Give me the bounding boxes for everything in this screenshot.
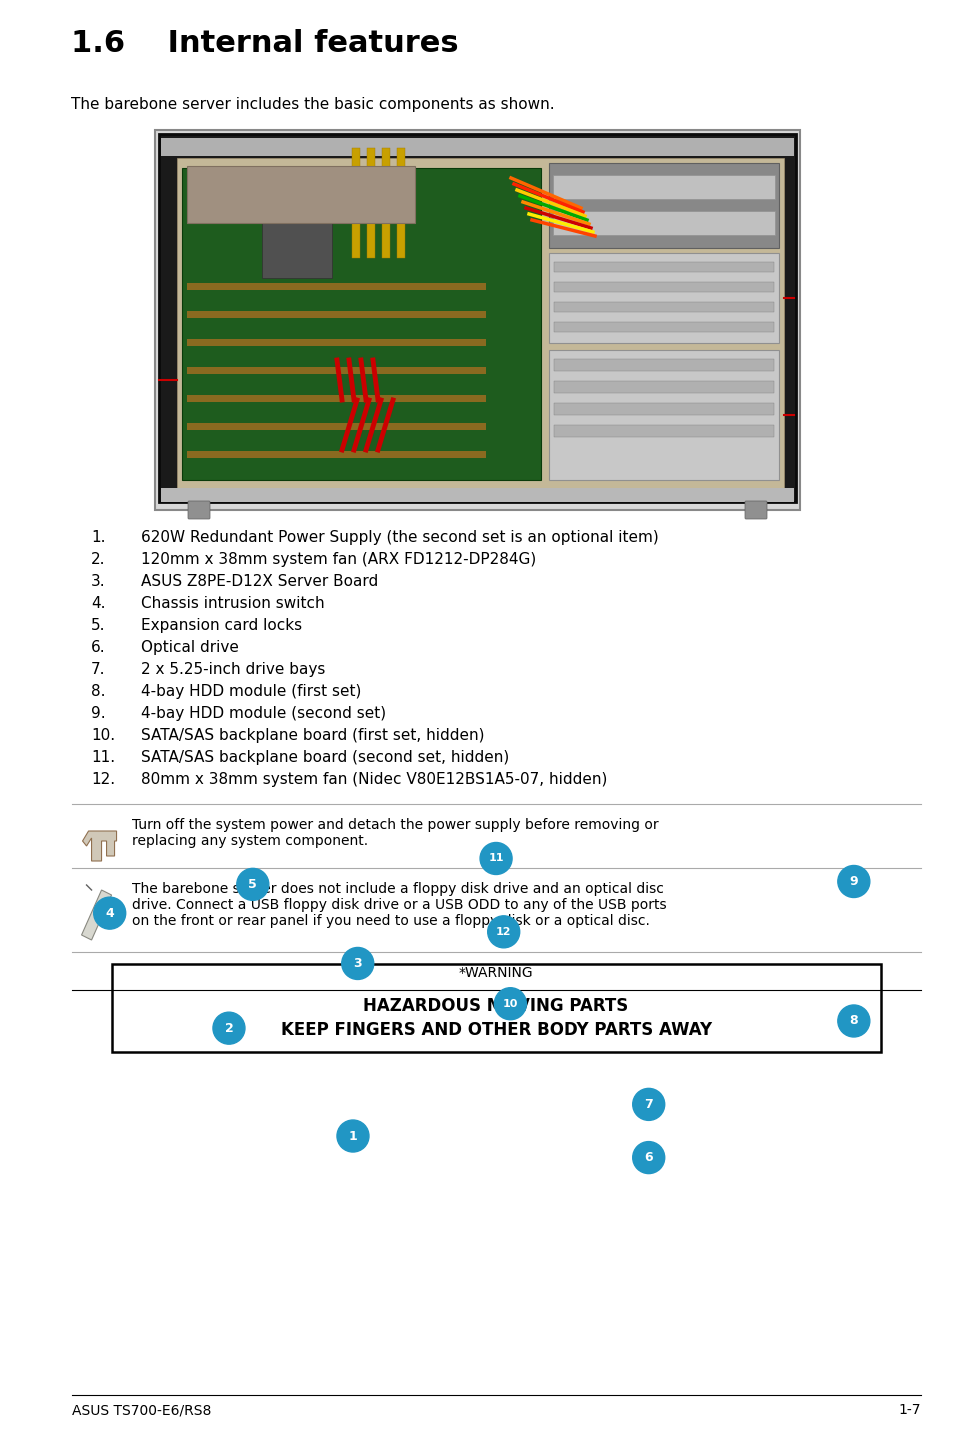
FancyBboxPatch shape: [554, 426, 773, 437]
FancyBboxPatch shape: [188, 500, 210, 519]
Circle shape: [487, 916, 519, 948]
Text: 8.: 8.: [91, 684, 106, 699]
FancyBboxPatch shape: [554, 262, 773, 272]
FancyBboxPatch shape: [554, 360, 773, 371]
FancyBboxPatch shape: [187, 165, 415, 223]
Text: 6: 6: [643, 1150, 653, 1165]
Text: 12: 12: [496, 928, 511, 936]
FancyBboxPatch shape: [381, 148, 390, 257]
Circle shape: [632, 1089, 664, 1120]
Text: 8: 8: [848, 1014, 858, 1028]
Text: 620W Redundant Power Supply (the second set is an optional item): 620W Redundant Power Supply (the second …: [141, 531, 659, 545]
Text: Expansion card locks: Expansion card locks: [141, 618, 302, 633]
Text: 11: 11: [488, 854, 503, 863]
FancyBboxPatch shape: [262, 198, 332, 278]
Circle shape: [93, 897, 126, 929]
Text: The barebone server includes the basic components as shown.: The barebone server includes the basic c…: [71, 96, 554, 112]
FancyBboxPatch shape: [187, 452, 485, 457]
Text: 10: 10: [502, 999, 517, 1008]
FancyBboxPatch shape: [554, 381, 773, 393]
Text: 80mm x 38mm system fan (Nidec V80E12BS1A5-07, hidden): 80mm x 38mm system fan (Nidec V80E12BS1A…: [141, 772, 607, 787]
Circle shape: [494, 988, 526, 1020]
Text: 7.: 7.: [91, 661, 106, 677]
Text: SATA/SAS backplane board (first set, hidden): SATA/SAS backplane board (first set, hid…: [141, 728, 484, 743]
FancyBboxPatch shape: [352, 148, 359, 257]
Text: 4-bay HDD module (first set): 4-bay HDD module (first set): [141, 684, 361, 699]
Text: 7: 7: [643, 1097, 653, 1112]
FancyBboxPatch shape: [187, 423, 485, 430]
Text: 11.: 11.: [91, 751, 115, 765]
Text: 4: 4: [105, 906, 114, 920]
FancyBboxPatch shape: [159, 134, 795, 502]
Text: 1.6    Internal features: 1.6 Internal features: [71, 29, 458, 58]
Text: Optical drive: Optical drive: [141, 640, 238, 654]
FancyBboxPatch shape: [187, 339, 485, 347]
Text: ASUS Z8PE-D12X Server Board: ASUS Z8PE-D12X Server Board: [141, 574, 377, 590]
Text: 2: 2: [224, 1021, 233, 1035]
Text: 5: 5: [248, 877, 257, 892]
FancyBboxPatch shape: [187, 395, 485, 403]
Circle shape: [236, 869, 269, 900]
Text: 5.: 5.: [91, 618, 106, 633]
Circle shape: [837, 1005, 869, 1037]
Text: 2.: 2.: [91, 552, 106, 567]
FancyBboxPatch shape: [177, 158, 783, 490]
FancyBboxPatch shape: [112, 963, 880, 1053]
Circle shape: [479, 843, 512, 874]
Text: The barebone server does not include a floppy disk drive and an optical disc
dri: The barebone server does not include a f…: [132, 881, 665, 929]
Circle shape: [213, 1012, 245, 1044]
FancyBboxPatch shape: [554, 322, 773, 332]
FancyBboxPatch shape: [187, 367, 485, 374]
Text: 9.: 9.: [91, 706, 106, 720]
FancyBboxPatch shape: [744, 500, 766, 519]
Text: 9: 9: [848, 874, 858, 889]
FancyBboxPatch shape: [187, 283, 485, 290]
Text: 4-bay HDD module (second set): 4-bay HDD module (second set): [141, 706, 386, 720]
Text: 1.: 1.: [91, 531, 106, 545]
FancyBboxPatch shape: [553, 211, 774, 234]
Text: ASUS TS700-E6/RS8: ASUS TS700-E6/RS8: [71, 1403, 211, 1416]
FancyBboxPatch shape: [554, 282, 773, 292]
Text: 3.: 3.: [91, 574, 106, 590]
Text: 6.: 6.: [91, 640, 106, 654]
FancyBboxPatch shape: [548, 253, 779, 344]
Circle shape: [632, 1142, 664, 1173]
FancyBboxPatch shape: [548, 162, 779, 247]
FancyBboxPatch shape: [367, 148, 375, 257]
FancyBboxPatch shape: [554, 403, 773, 416]
FancyBboxPatch shape: [161, 487, 793, 502]
FancyBboxPatch shape: [161, 138, 793, 155]
Text: 12.: 12.: [91, 772, 115, 787]
Text: KEEP FINGERS AND OTHER BODY PARTS AWAY: KEEP FINGERS AND OTHER BODY PARTS AWAY: [280, 1021, 711, 1040]
Text: HAZARDOUS MOVING PARTS: HAZARDOUS MOVING PARTS: [363, 997, 628, 1015]
Text: 3: 3: [353, 956, 362, 971]
FancyBboxPatch shape: [182, 168, 540, 480]
Text: 10.: 10.: [91, 728, 115, 743]
Text: 4.: 4.: [91, 595, 106, 611]
Circle shape: [837, 866, 869, 897]
Text: 2 x 5.25-inch drive bays: 2 x 5.25-inch drive bays: [141, 661, 325, 677]
FancyBboxPatch shape: [553, 175, 774, 198]
Text: *WARNING: *WARNING: [458, 966, 533, 981]
Text: SATA/SAS backplane board (second set, hidden): SATA/SAS backplane board (second set, hi…: [141, 751, 509, 765]
FancyBboxPatch shape: [187, 311, 485, 318]
Text: Turn off the system power and detach the power supply before removing or
replaci: Turn off the system power and detach the…: [132, 818, 658, 848]
Circle shape: [341, 948, 374, 979]
FancyBboxPatch shape: [554, 302, 773, 312]
FancyBboxPatch shape: [548, 349, 779, 480]
Text: 1: 1: [348, 1129, 357, 1143]
Text: 120mm x 38mm system fan (ARX FD1212-DP284G): 120mm x 38mm system fan (ARX FD1212-DP28…: [141, 552, 536, 567]
Text: 1-7: 1-7: [897, 1403, 920, 1416]
Circle shape: [336, 1120, 369, 1152]
Polygon shape: [81, 890, 112, 940]
FancyBboxPatch shape: [396, 148, 405, 257]
FancyBboxPatch shape: [154, 129, 800, 510]
Polygon shape: [83, 831, 116, 861]
Text: Chassis intrusion switch: Chassis intrusion switch: [141, 595, 324, 611]
